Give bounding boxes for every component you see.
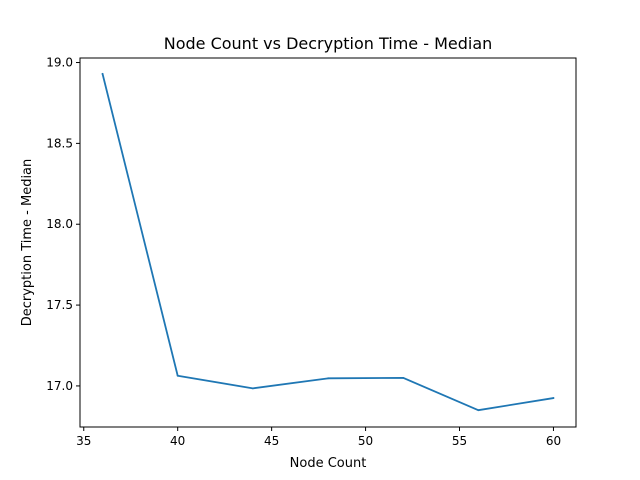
data-point [251, 387, 254, 390]
data-point [402, 376, 405, 379]
x-tick-label: 40 [170, 434, 185, 448]
y-axis-label: Decryption Time - Median [20, 159, 35, 327]
y-tick-label: 17.5 [46, 298, 73, 312]
data-point [552, 397, 555, 399]
x-axis-label: Node Count [290, 456, 367, 471]
chart-title: Node Count vs Decryption Time - Median [164, 34, 493, 53]
y-tick-label: 18.0 [46, 217, 73, 231]
x-axis-ticks: 35 40 45 50 55 60 [76, 427, 561, 448]
y-tick-label: 18.5 [46, 136, 73, 150]
data-point [327, 377, 329, 380]
x-tick-label: 60 [546, 434, 561, 448]
y-tick-label: 19.0 [46, 56, 73, 70]
x-tick-label: 50 [358, 434, 373, 448]
data-point [477, 409, 480, 412]
y-axis-ticks: 17.0 17.5 18.0 18.5 19.0 [46, 56, 80, 393]
plot-area-frame [79, 57, 577, 428]
x-tick-label: 35 [76, 434, 91, 448]
x-tick-label: 55 [452, 434, 467, 448]
data-point [101, 72, 104, 75]
x-tick-label: 45 [264, 434, 279, 448]
y-tick-label: 17.0 [46, 379, 73, 393]
data-point [176, 374, 179, 377]
series-layer [101, 72, 555, 412]
